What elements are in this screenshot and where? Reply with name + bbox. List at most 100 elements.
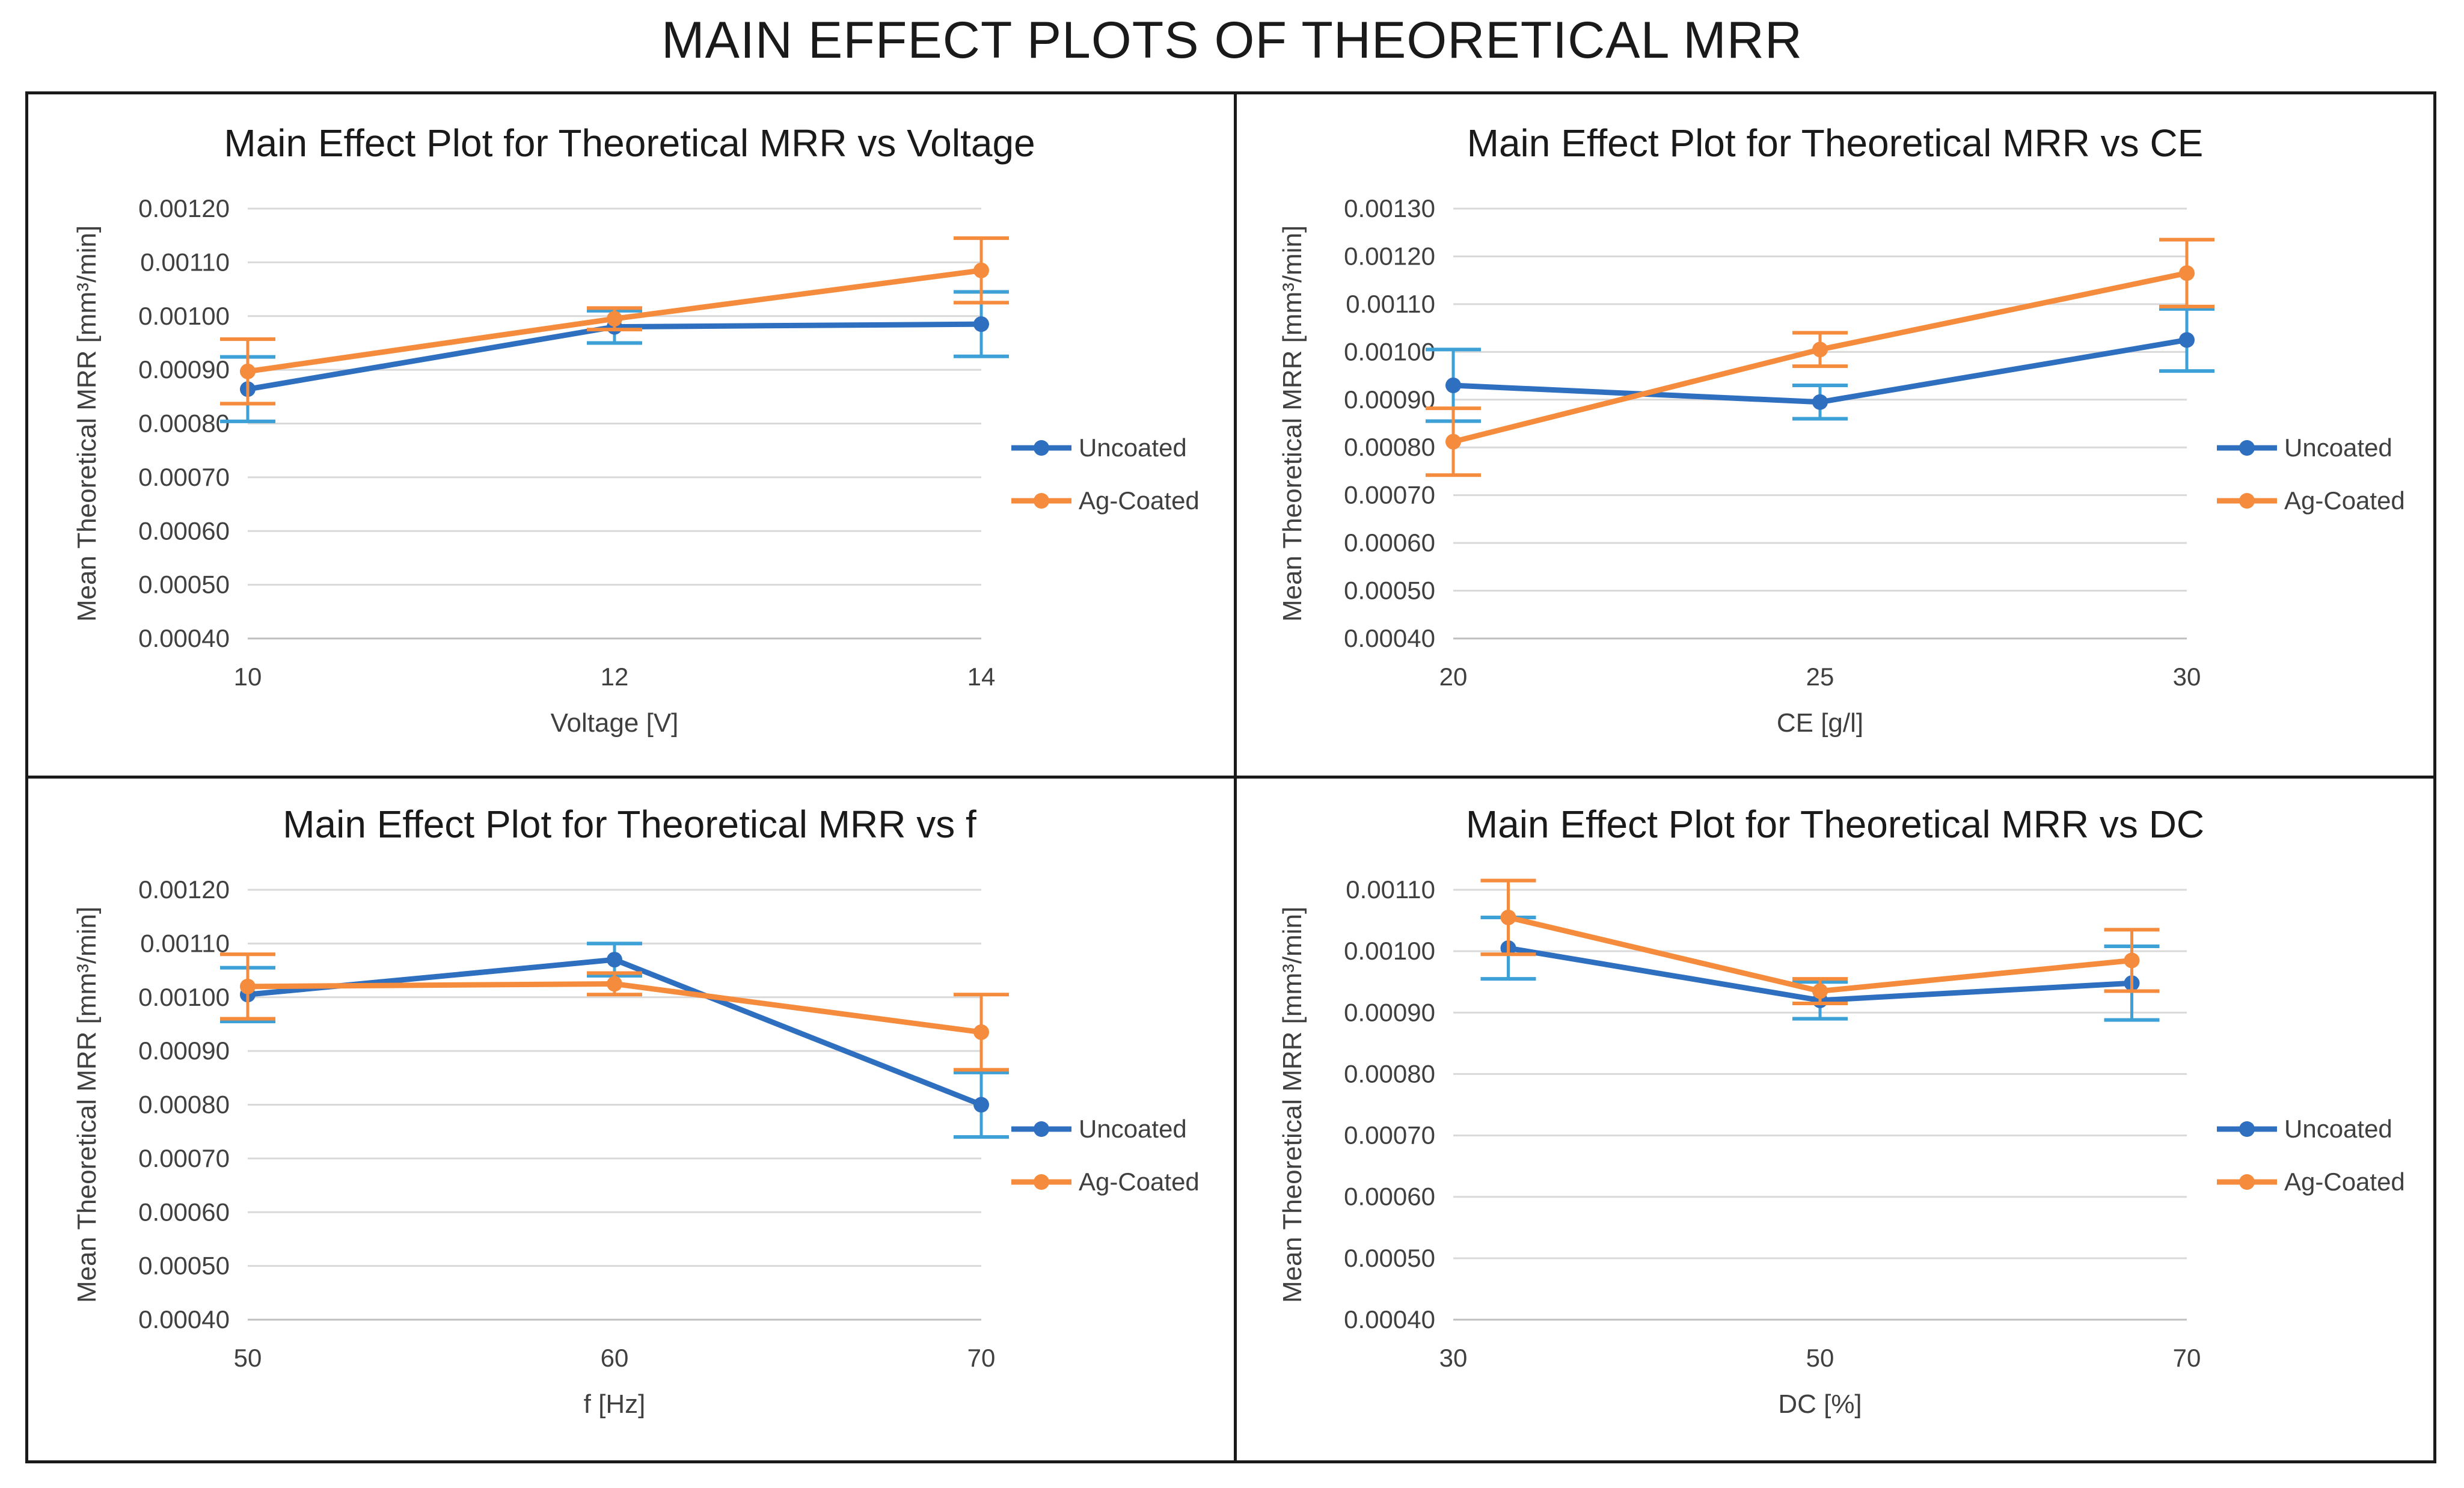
x-tick-label: 25 xyxy=(1806,663,1834,691)
x-tick-label: 30 xyxy=(2173,663,2201,691)
uncoated-data-point xyxy=(973,1097,989,1113)
y-tick-label: 0.00090 xyxy=(1344,385,1435,414)
y-tick-label: 0.00060 xyxy=(1344,1183,1435,1211)
ag-coated-data-point xyxy=(1445,433,1461,450)
chart-title: Main Effect Plot for Theoretical MRR vs … xyxy=(1467,121,2204,165)
y-tick-label: 0.00080 xyxy=(138,1091,230,1119)
ag-coated-data-point xyxy=(240,978,256,994)
y-tick-label: 0.00050 xyxy=(138,571,230,599)
x-tick-label: 50 xyxy=(1806,1344,1834,1372)
legend-label: Uncoated xyxy=(2284,1115,2392,1143)
y-tick-label: 0.00110 xyxy=(1346,290,1435,318)
y-tick-label: 0.00050 xyxy=(1344,1244,1435,1272)
legend-label: Uncoated xyxy=(1079,433,1187,462)
legend-label: Uncoated xyxy=(2284,433,2392,462)
x-axis-label: DC [%] xyxy=(1778,1389,1862,1419)
ag-coated-data-point xyxy=(973,262,989,278)
y-tick-label: 0.00080 xyxy=(138,409,230,438)
legend-label: Uncoated xyxy=(1079,1115,1187,1143)
y-tick-label: 0.00120 xyxy=(1344,242,1435,270)
y-tick-label: 0.00080 xyxy=(1344,1059,1435,1088)
chart-voltage: Main Effect Plot for Theoretical MRR vs … xyxy=(72,121,1200,738)
chart-duty-cycle: Main Effect Plot for Theoretical MRR vs … xyxy=(1278,803,2405,1419)
chart-title: Main Effect Plot for Theoretical MRR vs … xyxy=(1466,803,2204,846)
legend-swatch-marker xyxy=(1034,493,1049,509)
y-tick-label: 0.00050 xyxy=(1344,577,1435,605)
x-tick-label: 10 xyxy=(234,663,262,691)
legend-swatch-marker xyxy=(2239,440,2255,456)
y-tick-label: 0.00110 xyxy=(1346,875,1435,904)
y-tick-label: 0.00110 xyxy=(140,248,230,276)
y-axis-label: Mean Theoretical MRR [mm³/min] xyxy=(1278,225,1307,622)
horizontal-divider xyxy=(28,776,2433,779)
ag-coated-data-point xyxy=(607,311,622,327)
ag-coated-data-point xyxy=(240,363,256,379)
y-tick-label: 0.00060 xyxy=(138,1198,230,1226)
legend-swatch-marker xyxy=(2239,1121,2255,1137)
x-tick-label: 20 xyxy=(1439,663,1468,691)
ag-coated-data-point xyxy=(1500,909,1516,925)
legend-swatch-marker xyxy=(2239,1174,2255,1190)
ag-coated-data-point xyxy=(607,976,622,992)
y-tick-label: 0.00100 xyxy=(138,302,230,330)
figure-title: MAIN EFFECT PLOTS OF THEORETICAL MRR xyxy=(661,11,1803,69)
uncoated-data-point xyxy=(607,952,622,968)
y-axis-label: Mean Theoretical MRR [mm³/min] xyxy=(1278,907,1307,1303)
y-tick-label: 0.00090 xyxy=(138,1036,230,1065)
legend-label: Ag-Coated xyxy=(1079,486,1200,515)
y-tick-label: 0.00100 xyxy=(1344,337,1435,366)
y-tick-label: 0.00040 xyxy=(1344,1305,1435,1333)
legend-label: Ag-Coated xyxy=(2284,1168,2405,1196)
ag-coated-data-point xyxy=(1812,983,1828,999)
x-axis-label: f [Hz] xyxy=(584,1389,646,1419)
legend-swatch-marker xyxy=(2239,493,2255,509)
x-tick-label: 60 xyxy=(601,1344,629,1372)
legend-label: Ag-Coated xyxy=(2284,486,2405,515)
ag-coated-data-point xyxy=(2124,952,2140,969)
y-tick-label: 0.00100 xyxy=(138,983,230,1011)
y-tick-label: 0.00080 xyxy=(1344,433,1435,461)
y-tick-label: 0.00050 xyxy=(138,1252,230,1280)
y-axis-label: Mean Theoretical MRR [mm³/min] xyxy=(72,907,102,1303)
y-tick-label: 0.00070 xyxy=(1344,481,1435,509)
ag-coated-data-point xyxy=(2179,265,2195,281)
chart-title: Main Effect Plot for Theoretical MRR vs … xyxy=(224,121,1035,165)
y-tick-label: 0.00120 xyxy=(138,194,230,222)
legend-swatch-marker xyxy=(1034,1121,1049,1137)
x-tick-label: 30 xyxy=(1439,1344,1468,1372)
uncoated-data-point xyxy=(973,316,989,332)
y-tick-label: 0.00100 xyxy=(1344,937,1435,965)
y-tick-label: 0.00040 xyxy=(138,1305,230,1333)
ag-coated-data-point xyxy=(973,1024,989,1040)
y-axis-label: Mean Theoretical MRR [mm³/min] xyxy=(72,225,102,622)
ag-coated-data-point xyxy=(1812,341,1828,358)
panel-grid xyxy=(25,91,2436,1463)
y-tick-label: 0.00090 xyxy=(1344,998,1435,1026)
y-tick-label: 0.00090 xyxy=(138,355,230,384)
chart-ce: Main Effect Plot for Theoretical MRR vs … xyxy=(1278,121,2405,738)
chart-title: Main Effect Plot for Theoretical MRR vs … xyxy=(283,803,976,846)
y-tick-label: 0.00110 xyxy=(140,929,230,957)
uncoated-data-point xyxy=(1812,394,1828,410)
y-tick-label: 0.00070 xyxy=(1344,1121,1435,1150)
y-tick-label: 0.00060 xyxy=(138,516,230,545)
uncoated-data-point xyxy=(1445,377,1461,393)
y-tick-label: 0.00040 xyxy=(138,624,230,652)
y-tick-label: 0.00070 xyxy=(138,463,230,491)
legend-swatch-marker xyxy=(1034,440,1049,456)
x-tick-label: 50 xyxy=(234,1344,262,1372)
x-axis-label: Voltage [V] xyxy=(551,708,679,738)
x-tick-label: 70 xyxy=(967,1344,996,1372)
legend-swatch-marker xyxy=(1034,1174,1049,1190)
y-tick-label: 0.00060 xyxy=(1344,528,1435,557)
y-tick-label: 0.00040 xyxy=(1344,624,1435,652)
y-tick-label: 0.00130 xyxy=(1344,194,1435,222)
y-tick-label: 0.00120 xyxy=(138,875,230,904)
x-tick-label: 70 xyxy=(2173,1344,2201,1372)
uncoated-data-point xyxy=(2179,332,2195,348)
x-tick-label: 12 xyxy=(601,663,629,691)
y-tick-label: 0.00070 xyxy=(138,1144,230,1172)
legend-label: Ag-Coated xyxy=(1079,1168,1200,1196)
chart-frequency: Main Effect Plot for Theoretical MRR vs … xyxy=(72,803,1200,1419)
x-axis-label: CE [g/l] xyxy=(1777,708,1863,738)
